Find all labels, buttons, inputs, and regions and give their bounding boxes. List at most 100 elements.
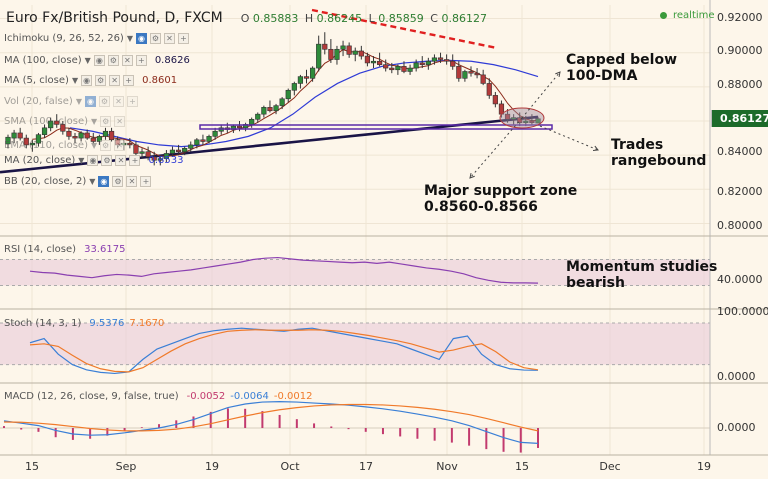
indicator-row[interactable]: MA (100, close) ▼ ◉ ⚙ ✕ + 0.8626 [4, 53, 190, 68]
candle-body [127, 142, 133, 146]
candle-body [84, 132, 90, 139]
candle-body [450, 60, 456, 67]
realtime-dot-icon [660, 12, 667, 19]
visibility-icon[interactable]: ◉ [87, 155, 99, 166]
chevron-down-icon[interactable]: ▼ [126, 34, 133, 43]
signal-line [3, 403, 539, 432]
ohlc-open-value: 0.85883 [252, 11, 299, 25]
candle-body [358, 50, 364, 57]
price-axis-tick: 0.92000 [717, 11, 763, 24]
stoch-legend[interactable]: Stoch (14, 3, 1) 9.5376 7.1670 [4, 316, 164, 331]
chevron-down-icon[interactable]: ▼ [91, 117, 98, 126]
settings-icon[interactable]: ⚙ [150, 33, 161, 44]
indicator-label: MA (100, close) [4, 55, 82, 66]
settings-icon[interactable]: ⚙ [100, 140, 112, 151]
close-icon[interactable]: ✕ [112, 96, 124, 107]
candle-body [236, 125, 243, 129]
candle-body [523, 120, 529, 124]
close-icon[interactable]: ✕ [114, 140, 126, 151]
rsi-label: RSI (14, close) [4, 244, 77, 255]
candle-body [151, 156, 157, 161]
indicator-row[interactable]: Vol (20, false) ▼ ◉ ⚙ ✕ + [4, 94, 138, 109]
x-axis-label: 17 [359, 460, 373, 473]
settings-icon[interactable]: ⚙ [95, 75, 107, 86]
candle-body [504, 113, 511, 120]
ohlc-low-key: L [368, 11, 375, 25]
ma20-line [69, 59, 539, 148]
candle-body [377, 60, 383, 65]
candle-body [492, 95, 498, 105]
candle-body [90, 137, 96, 142]
more-icon[interactable]: + [129, 155, 141, 166]
settings-icon[interactable]: ⚙ [112, 176, 124, 187]
visibility-icon[interactable]: ◉ [84, 96, 96, 107]
visibility-icon[interactable]: ◉ [98, 176, 110, 187]
candle-body [175, 149, 182, 153]
price-axis-tick: 0.84000 [717, 145, 763, 158]
indicator-label: MA (20, close) [4, 155, 76, 166]
chevron-down-icon[interactable]: ▼ [89, 177, 96, 186]
ohlc-high-key: H [304, 11, 314, 25]
settings-icon[interactable]: ⚙ [98, 96, 110, 107]
candle-body [285, 89, 291, 100]
stoch-d-value: 7.1670 [129, 318, 165, 329]
symbol-title[interactable]: Euro Fx/British Pound, D, FXCM [6, 10, 223, 26]
annotation-trades: Trades rangebound [611, 137, 706, 169]
settings-icon[interactable]: ⚙ [101, 155, 113, 166]
close-icon[interactable]: ✕ [121, 55, 133, 66]
macd-line-value: -0.0064 [230, 391, 269, 402]
indicator-row[interactable]: MA (5, close) ▼ ◉ ⚙ ✕ + 0.8601 [4, 73, 177, 88]
close-icon[interactable]: ✕ [164, 33, 175, 44]
more-icon[interactable]: + [140, 176, 152, 187]
candle-body [517, 117, 523, 124]
settings-icon[interactable]: ⚙ [100, 116, 112, 127]
indicator-row[interactable]: MA (20, close) ▼ ◉ ⚙ ✕ + 0.8533 [4, 153, 183, 168]
ohlc-close-key: C [430, 11, 438, 25]
candle-body [23, 137, 29, 146]
chevron-down-icon[interactable]: ▼ [71, 76, 79, 85]
visibility-icon[interactable]: ◉ [93, 55, 105, 66]
price-axis-tick: 0.82000 [717, 185, 763, 198]
candle-body [72, 136, 78, 139]
indicator-label: SMA (100, close) [4, 116, 88, 127]
indicator-row[interactable]: BB (20, close, 2) ▼ ◉ ⚙ ✕ + [4, 174, 152, 189]
candle-body [346, 45, 352, 55]
close-icon[interactable]: ✕ [109, 75, 121, 86]
candle-body [431, 57, 438, 62]
candle-body [188, 144, 194, 149]
ohlc-open-key: O [240, 11, 250, 25]
indicator-row[interactable]: EMA (110, close) ▼ ⚙ ✕ [4, 138, 126, 153]
annotation-line: Major support zone [424, 183, 578, 199]
indicator-row[interactable]: SMA (100, close) ▼ ⚙ ✕ [4, 114, 126, 129]
annotation-line: Momentum studies [566, 259, 718, 275]
close-icon[interactable]: ✕ [114, 116, 126, 127]
indicator-label: Ichimoku (9, 26, 52, 26) [4, 33, 124, 44]
visibility-icon[interactable]: ◉ [81, 75, 93, 86]
visibility-icon[interactable]: ◉ [136, 33, 147, 44]
close-icon[interactable]: ✕ [115, 155, 127, 166]
chevron-down-icon[interactable]: ▼ [90, 141, 98, 150]
chevron-down-icon[interactable]: ▼ [75, 97, 82, 106]
candle-body [303, 76, 310, 79]
candle-body [206, 136, 212, 142]
candle-body [297, 76, 304, 84]
candle-body [96, 136, 102, 142]
x-axis-label: 19 [697, 460, 711, 473]
rsi-legend[interactable]: RSI (14, close) 33.6175 [4, 242, 125, 257]
more-icon[interactable]: + [178, 33, 189, 44]
settings-icon[interactable]: ⚙ [107, 55, 119, 66]
more-icon[interactable]: + [126, 96, 138, 107]
candle-body [529, 120, 535, 124]
chevron-down-icon[interactable]: ▼ [84, 56, 91, 65]
indicator-row[interactable]: Ichimoku (9, 26, 52, 26) ▼ ◉ ⚙ ✕ + [4, 31, 189, 46]
indicator-value: 0.8601 [142, 75, 178, 86]
rsi-overbought-oversold-band [0, 259, 710, 286]
candle-body [11, 132, 17, 139]
annotation-line: 0.8560-0.8566 [424, 199, 538, 215]
macd-legend[interactable]: MACD (12, 26, close, 9, false, true) -0.… [4, 389, 312, 404]
more-icon[interactable]: + [123, 75, 135, 86]
more-icon[interactable]: + [135, 55, 147, 66]
chevron-down-icon[interactable]: ▼ [78, 156, 85, 165]
close-icon[interactable]: ✕ [126, 176, 138, 187]
